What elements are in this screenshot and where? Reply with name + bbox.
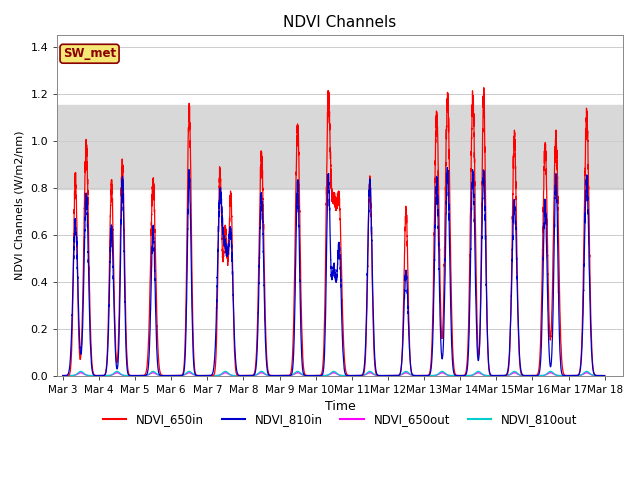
Title: NDVI Channels: NDVI Channels bbox=[284, 15, 397, 30]
Text: SW_met: SW_met bbox=[63, 47, 116, 60]
Y-axis label: NDVI Channels (W/m2/nm): NDVI Channels (W/m2/nm) bbox=[15, 131, 25, 280]
Bar bbox=[58, 105, 623, 189]
X-axis label: Time: Time bbox=[324, 400, 355, 413]
Legend: NDVI_650in, NDVI_810in, NDVI_650out, NDVI_810out: NDVI_650in, NDVI_810in, NDVI_650out, NDV… bbox=[98, 408, 582, 431]
